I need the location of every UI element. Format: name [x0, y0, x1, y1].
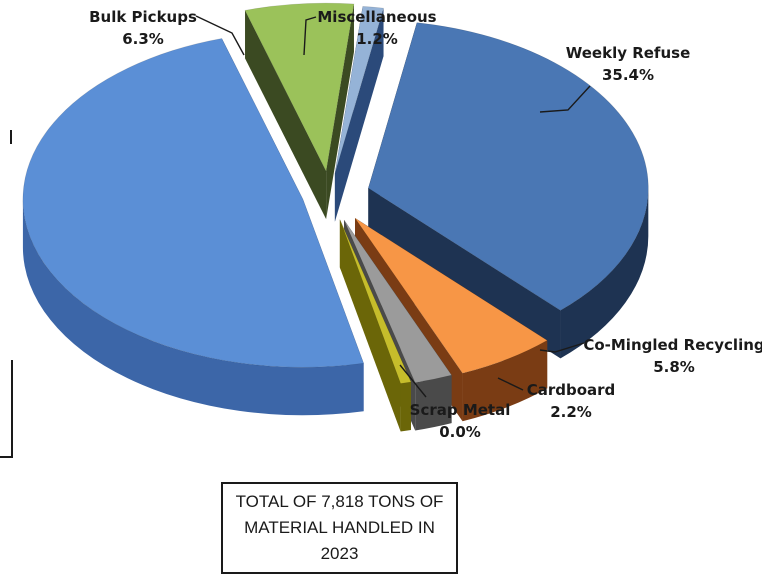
label-scrap-metal-name: Scrap Metal: [410, 401, 511, 419]
left-edge-bracket-bottom: [0, 456, 13, 458]
slice-scrap-metal-rim: [400, 381, 411, 432]
slice-scrap-metal-top: [339, 219, 412, 384]
slice-bulk-pickups-wall-start: [245, 10, 327, 220]
label-scrap-metal-value: 0.0%: [439, 423, 481, 441]
label-cardboard: Cardboard 2.2%: [527, 381, 616, 421]
slice-unlabeled-4-top: [22, 38, 365, 368]
leader-line-co-mingled-recycling: [539, 342, 585, 353]
slice-cardboard-rim: [415, 375, 452, 431]
label-bulk-pickups: Bulk Pickups 6.3%: [89, 8, 197, 48]
label-weekly-refuse-name: Weekly Refuse: [566, 44, 691, 62]
label-bulk-pickups-value: 6.3%: [122, 30, 164, 48]
slice-miscellaneous: [334, 6, 384, 222]
slice-weekly-refuse-top: [367, 22, 649, 311]
slice-co-mingled-recycling-top: [354, 217, 548, 374]
label-co-mingled-value: 5.8%: [653, 358, 695, 376]
label-co-mingled-name: Co-Mingled Recycling: [583, 336, 762, 354]
label-miscellaneous-value: 1.2%: [356, 30, 398, 48]
leader-line-weekly-refuse: [539, 85, 591, 113]
label-weekly-refuse: Weekly Refuse 35.4%: [566, 44, 691, 84]
slice-cardboard-top: [343, 219, 453, 383]
slice-bulk-pickups: [244, 2, 355, 220]
label-miscellaneous-name: Miscellaneous: [317, 8, 436, 26]
leader-line-bulk-pickups: [195, 15, 245, 56]
leader-lines: [195, 15, 591, 398]
label-miscellaneous: Miscellaneous 1.2%: [317, 8, 436, 48]
left-edge-bracket-vertical: [11, 360, 13, 458]
label-bulk-pickups-name: Bulk Pickups: [89, 8, 197, 26]
label-cardboard-value: 2.2%: [550, 403, 592, 421]
slice-scrap-metal-wall-end: [339, 219, 401, 432]
label-co-mingled-recycling: Co-Mingled Recycling 5.8%: [583, 336, 762, 376]
slice-miscellaneous-top: [334, 6, 384, 174]
slice-unlabeled-4-rim: [22, 199, 364, 416]
label-weekly-refuse-value: 35.4%: [602, 66, 654, 84]
label-scrap-metal: Scrap Metal 0.0%: [410, 401, 511, 441]
slice-bulk-pickups-top: [244, 2, 355, 173]
slice-scrap-metal: [339, 219, 412, 432]
slice-weekly-refuse-rim: [560, 188, 649, 359]
total-tonnage-box: TOTAL OF 7,818 TONS OF MATERIAL HANDLED …: [221, 482, 458, 574]
left-edge-tick: [10, 130, 12, 144]
leader-line-scrap-metal: [399, 364, 427, 398]
label-cardboard-name: Cardboard: [527, 381, 616, 399]
slice-weekly-refuse-wall-end: [368, 188, 561, 359]
pie-chart: Bulk Pickups 6.3% Miscellaneous 1.2% Wee…: [22, 2, 762, 441]
slice-bulk-pickups-wall-end: [326, 3, 354, 220]
leader-line-miscellaneous: [303, 16, 317, 56]
pie-slices: [22, 2, 649, 432]
leader-line-cardboard: [497, 377, 524, 391]
slice-miscellaneous-wall-end: [334, 8, 384, 222]
total-tonnage-text: TOTAL OF 7,818 TONS OF MATERIAL HANDLED …: [235, 492, 444, 563]
slice-unlabeled-4: [22, 38, 365, 416]
slice-weekly-refuse: [367, 22, 649, 359]
